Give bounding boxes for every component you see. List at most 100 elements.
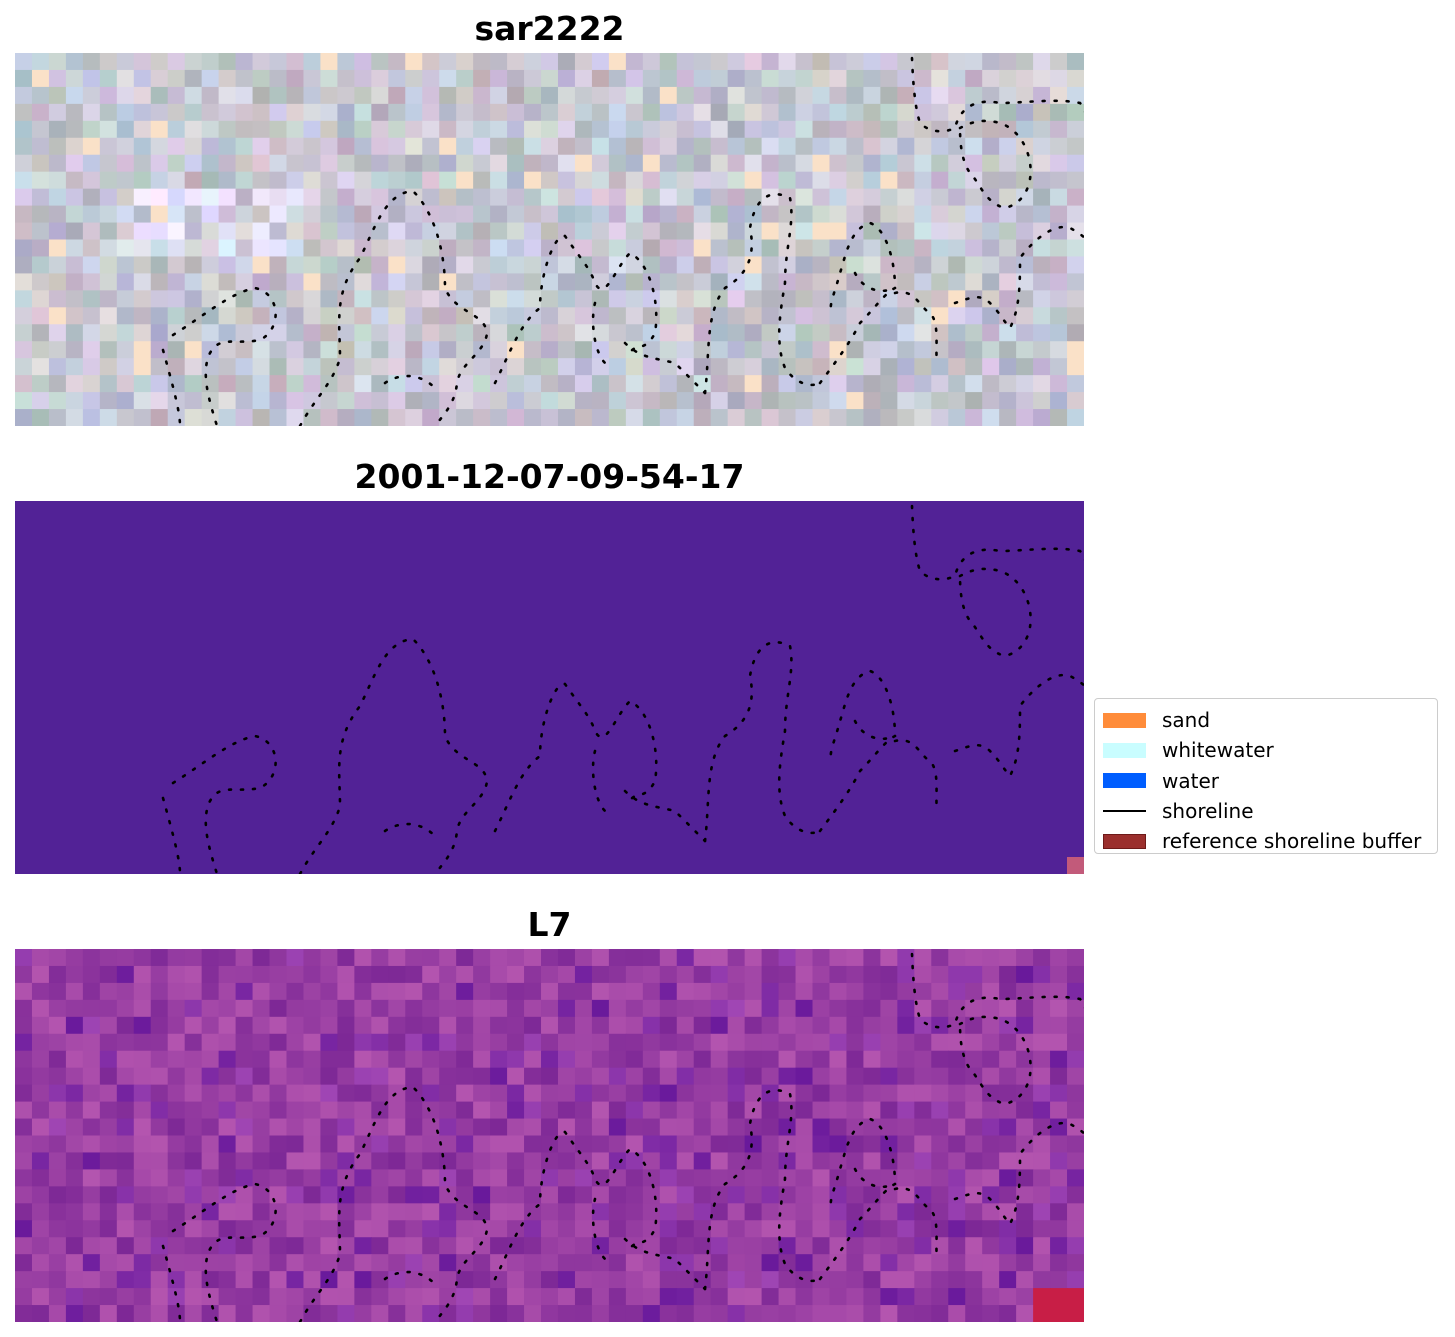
pixel <box>829 1152 848 1170</box>
pixel <box>48 1271 67 1289</box>
pixel <box>473 1169 491 1187</box>
pixel <box>320 1254 338 1272</box>
pixel <box>795 256 814 274</box>
pixel <box>473 103 491 122</box>
pixel <box>710 171 729 190</box>
pixel <box>829 69 848 88</box>
pixel <box>116 1135 135 1154</box>
pixel <box>693 965 712 984</box>
pixel <box>252 1135 271 1154</box>
pixel <box>133 1288 152 1306</box>
pixel <box>99 375 118 393</box>
pixel <box>473 965 491 984</box>
pixel <box>574 86 593 105</box>
pixel <box>710 1169 729 1187</box>
pixel <box>676 1220 695 1238</box>
pixel <box>439 375 457 393</box>
pixel <box>388 188 406 207</box>
pixel <box>591 1067 610 1086</box>
pixel <box>778 1271 797 1289</box>
pixel <box>235 1067 254 1086</box>
shoreline-contour <box>818 221 897 385</box>
pixel <box>846 358 865 376</box>
pixel <box>727 188 746 207</box>
pixel <box>507 1169 525 1187</box>
pixel <box>82 324 101 342</box>
pixel <box>303 1033 322 1052</box>
pixel <box>15 358 33 376</box>
pixel <box>761 949 780 967</box>
pixel <box>795 358 814 376</box>
pixel <box>490 324 508 342</box>
pixel <box>48 256 67 274</box>
pixel <box>405 1152 423 1170</box>
pixel <box>354 1135 372 1154</box>
pixel <box>625 392 644 410</box>
pixel <box>490 290 508 308</box>
pixel <box>65 1084 84 1103</box>
pixel <box>405 1016 423 1035</box>
pixel <box>965 290 983 308</box>
pixel <box>15 1101 33 1120</box>
pixel <box>388 1305 406 1322</box>
pixel <box>863 256 881 274</box>
pixel <box>201 205 220 224</box>
pixel <box>676 1254 695 1272</box>
pixel <box>541 53 559 71</box>
pixel <box>557 1169 576 1187</box>
pixel <box>965 137 983 156</box>
pixel <box>218 1203 237 1221</box>
pixel <box>490 137 508 156</box>
pixel <box>541 154 559 173</box>
pixel <box>778 222 797 241</box>
pixel <box>422 1135 440 1154</box>
pixel <box>31 949 50 967</box>
pixel <box>524 324 542 342</box>
pixel <box>252 239 271 258</box>
pixel <box>948 999 966 1018</box>
pixel <box>133 290 152 308</box>
pixel <box>269 1220 288 1238</box>
pixel <box>557 1084 576 1103</box>
pixel <box>150 341 169 359</box>
pixel <box>1050 1152 1068 1170</box>
pixel <box>320 375 338 393</box>
pixel <box>99 949 118 967</box>
pixel <box>829 1220 848 1238</box>
pixel <box>829 103 848 122</box>
pixel <box>897 1135 915 1154</box>
pixel <box>422 1101 440 1120</box>
pixel <box>744 1084 763 1103</box>
pixel <box>880 982 898 1001</box>
pixel <box>914 1152 932 1170</box>
pixel <box>167 239 186 258</box>
pixel <box>591 1016 610 1035</box>
pixel <box>218 1271 237 1289</box>
pixel <box>15 949 33 967</box>
pixel <box>693 1169 712 1187</box>
pixel <box>608 1118 627 1137</box>
pixel <box>82 1254 101 1272</box>
pixel <box>201 1237 220 1255</box>
pixel <box>591 154 610 173</box>
pixel <box>456 1033 474 1052</box>
pixel <box>812 1237 831 1255</box>
pixel <box>1050 375 1068 393</box>
pixel <box>659 1169 678 1187</box>
pixel <box>965 188 983 207</box>
pixel <box>167 256 186 274</box>
pixel <box>914 1084 932 1103</box>
pixel <box>999 307 1017 325</box>
pixel <box>524 965 542 984</box>
pixel <box>608 1084 627 1103</box>
pixel <box>727 1288 746 1306</box>
pixel <box>710 120 729 139</box>
pixel <box>812 171 831 190</box>
pixel <box>456 256 474 274</box>
pixel <box>795 188 814 207</box>
pixel <box>337 1237 355 1255</box>
pixel <box>557 188 576 207</box>
pixel <box>235 53 254 71</box>
pixel <box>999 1050 1017 1069</box>
shoreline-contour <box>818 669 897 833</box>
